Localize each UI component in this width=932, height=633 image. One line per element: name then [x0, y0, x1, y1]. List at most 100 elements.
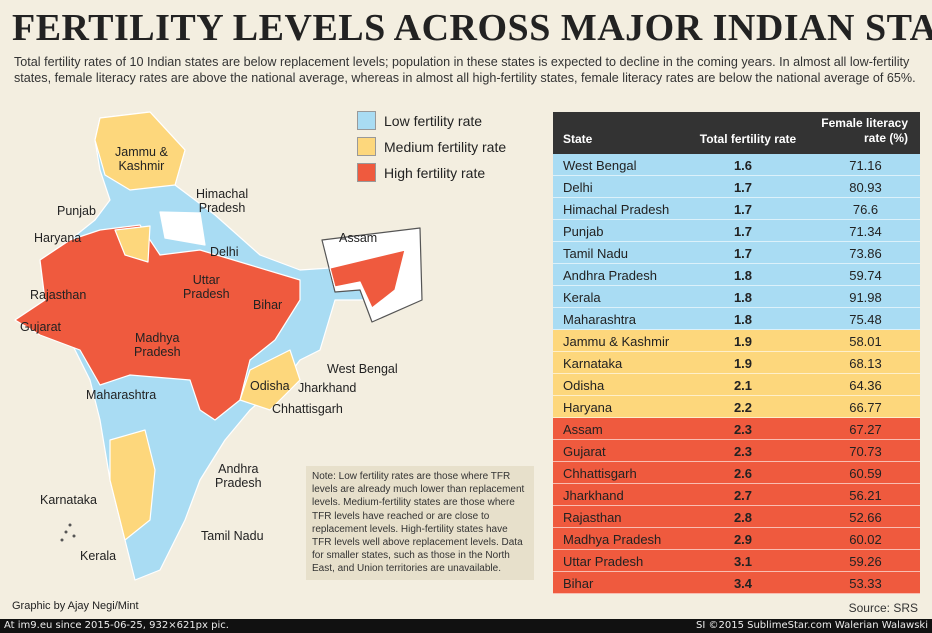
table-row: Jammu & Kashmir 1.9 58.01	[553, 330, 920, 352]
tfr-cell: 2.2	[733, 400, 753, 415]
state-cell: Gujarat	[563, 444, 606, 459]
legend-label: High fertility rate	[384, 164, 486, 181]
literacy-cell: 75.48	[849, 312, 882, 327]
state-cell: Tamil Nadu	[563, 246, 629, 261]
table-row: Delhi 1.7 80.93	[553, 176, 920, 198]
footer-left: At im9.eu since 2015-06-25, 932×621px pi…	[4, 620, 229, 631]
table-row: Himachal Pradesh 1.7 76.6	[553, 198, 920, 220]
legend-swatch	[357, 111, 376, 130]
map-label-line: West Bengal	[327, 362, 398, 376]
state-cell: Bihar	[563, 576, 594, 591]
region-assam	[329, 249, 406, 309]
literacy-cell: 56.21	[849, 488, 882, 503]
map-label: Himachal Pradesh	[196, 187, 248, 215]
map-label: Chhattisgarh	[272, 402, 343, 416]
map-label-line: Jharkhand	[298, 381, 357, 395]
tfr-cell: 2.6	[733, 466, 753, 481]
legend-item: Medium fertility rate	[357, 137, 506, 156]
state-cell: Assam	[563, 422, 603, 437]
table-row: Rajasthan 2.8 52.66	[553, 506, 920, 528]
state-cell: Uttar Pradesh	[563, 554, 644, 569]
map-label: Uttar Pradesh	[183, 273, 230, 301]
map-label: Odisha	[250, 379, 290, 393]
map-label-line: Pradesh	[215, 476, 262, 490]
region-jk	[94, 111, 186, 191]
region-karnataka	[109, 429, 156, 541]
table-row: Uttar Pradesh 3.1 59.26	[553, 550, 920, 572]
map-label-line: Haryana	[34, 231, 82, 245]
map-label: Assam	[339, 231, 377, 245]
state-cell: Delhi	[563, 180, 593, 195]
literacy-cell: 73.86	[849, 246, 882, 261]
map-label-line: Chhattisgarh	[272, 402, 343, 416]
table-row: Bihar 3.4 53.33	[553, 572, 920, 594]
map-label-line: Madhya	[135, 331, 180, 345]
literacy-cell: 71.16	[849, 158, 882, 173]
legend-label: Low fertility rate	[384, 112, 483, 129]
literacy-cell: 64.36	[849, 378, 882, 393]
map-label: Punjab	[57, 204, 96, 218]
literacy-cell: 58.01	[849, 334, 882, 349]
state-cell: Odisha	[563, 378, 605, 393]
state-cell: Himachal Pradesh	[563, 202, 670, 217]
map-label-line: Uttar	[192, 273, 220, 287]
map-label-line: Punjab	[57, 204, 96, 218]
state-cell: Jharkhand	[563, 488, 624, 503]
tfr-cell: 3.1	[733, 554, 753, 569]
map-label: Karnataka	[40, 493, 97, 507]
literacy-cell: 53.33	[849, 576, 882, 591]
column-header: Total fertility rate	[699, 132, 797, 146]
literacy-cell: 59.74	[849, 268, 882, 283]
literacy-cell: 71.34	[849, 224, 882, 239]
state-cell: Andhra Pradesh	[563, 268, 657, 283]
tfr-cell: 1.9	[733, 356, 753, 371]
state-cell: Maharashtra	[563, 312, 636, 327]
table-row: Kerala 1.8 91.98	[553, 286, 920, 308]
tfr-cell: 2.9	[733, 532, 753, 547]
table-row: Karnataka 1.9 68.13	[553, 352, 920, 374]
table-row: Punjab 1.7 71.34	[553, 220, 920, 242]
table-header: State Total fertility rate Female litera…	[553, 112, 920, 154]
map-label: Tamil Nadu	[201, 529, 264, 543]
legend-label: Medium fertility rate	[384, 138, 507, 155]
tfr-cell: 1.8	[733, 268, 753, 283]
table-row: West Bengal 1.6 71.16	[553, 154, 920, 176]
tfr-cell: 1.6	[733, 158, 753, 173]
map-label-line: Maharashtra	[86, 388, 157, 402]
tfr-cell: 1.7	[733, 180, 753, 195]
literacy-cell: 60.59	[849, 466, 882, 481]
map-label-line: Andhra	[218, 462, 259, 476]
map-label-line: Tamil Nadu	[201, 529, 264, 543]
state-cell: Rajasthan	[563, 510, 622, 525]
column-header: State	[563, 132, 593, 146]
map-label: Haryana	[34, 231, 81, 245]
map-label-line: Delhi	[210, 245, 239, 259]
literacy-cell: 60.02	[849, 532, 882, 547]
legend-item: Low fertility rate	[357, 111, 482, 130]
table-body: West Bengal 1.6 71.16 Delhi 1.7 80.93 Himachal…	[553, 154, 920, 594]
literacy-cell: 91.98	[849, 290, 882, 305]
map-label: Jharkhand	[298, 381, 356, 395]
region-odisha	[239, 349, 301, 411]
table-row: Gujarat 2.3 70.73	[553, 440, 920, 462]
tfr-cell: 1.9	[733, 334, 753, 349]
state-cell: Madhya Pradesh	[563, 532, 662, 547]
map-label-line: Assam	[339, 231, 378, 245]
table-row: Odisha 2.1 64.36	[553, 374, 920, 396]
literacy-cell: 70.73	[849, 444, 882, 459]
column-header: Female literacy rate (%)	[821, 116, 908, 145]
state-cell: Kerala	[563, 290, 601, 305]
map-label: Kerala	[80, 549, 116, 563]
map-label-line: Kerala	[80, 549, 117, 563]
region-high	[14, 224, 301, 421]
table-row: Haryana 2.2 66.77	[553, 396, 920, 418]
region-haryana	[114, 225, 151, 263]
map-label: Rajasthan	[30, 288, 86, 302]
table-row: Madhya Pradesh 2.9 60.02	[553, 528, 920, 550]
table-row: Chhattisgarh 2.6 60.59	[553, 462, 920, 484]
map-label-line: Kashmir	[118, 159, 165, 173]
table-row: Andhra Pradesh 1.8 59.74	[553, 264, 920, 286]
tfr-cell: 1.8	[733, 290, 753, 305]
literacy-cell: 59.26	[849, 554, 882, 569]
table-row: Assam 2.3 67.27	[553, 418, 920, 440]
